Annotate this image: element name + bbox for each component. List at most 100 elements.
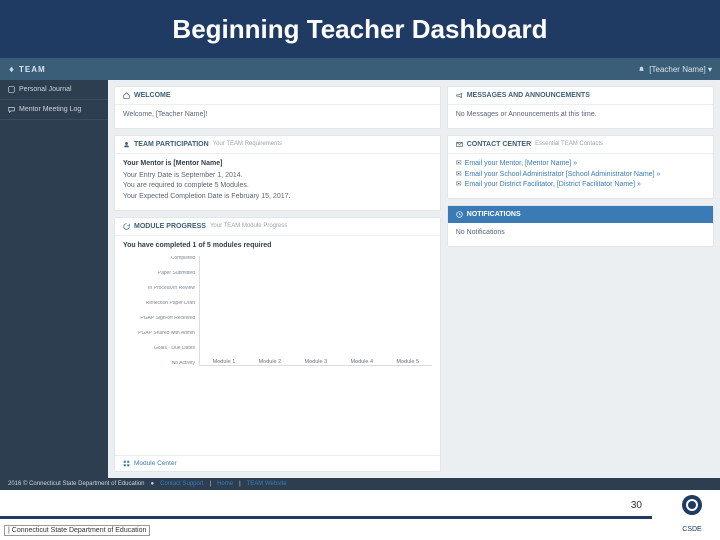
module-center-text: Module Center <box>134 460 177 467</box>
sidebar-item-label: Mentor Meeting Log <box>19 106 81 113</box>
participation-line: Your Entry Date is September 1, 2014. <box>123 172 432 181</box>
progress-chart: Completed Paper Submitted In Process/In Re… <box>123 254 432 366</box>
grid-icon <box>123 460 130 467</box>
messages-body: No Messages or Announcements at this tim… <box>448 105 713 128</box>
mail-icon: ✉ <box>456 160 463 167</box>
participation-line: Your Expected Completion Date is Februar… <box>123 193 432 202</box>
welcome-header: WELCOME <box>115 87 440 105</box>
contact-header: CONTACT CENTER Essential TEAM Contacts <box>448 136 713 154</box>
chart-bar-wrap: Module 5 <box>388 357 428 365</box>
participation-line: You are required to complete 5 Modules. <box>123 182 432 191</box>
participation-panel: TEAM PARTICIPATION Your TEAM Requirement… <box>114 135 441 211</box>
notifications-panel: NOTIFICATIONS No Notifications <box>447 205 714 247</box>
chart-y-labels: Completed Paper Submitted In Process/In Re… <box>123 256 195 366</box>
chart-bar-wrap: Module 1 <box>204 357 244 365</box>
accent-line <box>0 516 652 519</box>
refresh-icon <box>123 223 130 230</box>
main-content: WELCOME Welcome, [Teacher Name]! TEAM PA… <box>108 80 720 478</box>
envelope-icon <box>456 141 463 148</box>
module-center-link[interactable]: Module Center <box>115 455 440 471</box>
slide-title: Beginning Teacher Dashboard <box>172 14 547 45</box>
chart-y-label: Paper Submitted <box>123 271 195 276</box>
chart-bar-wrap: Module 4 <box>342 357 382 365</box>
mail-icon: ✉ <box>456 181 463 188</box>
participation-body: Your Mentor is [Mentor Name] Your Entry … <box>115 154 440 210</box>
user-menu[interactable]: [Teacher Name] ▾ <box>638 65 712 74</box>
comment-icon <box>8 106 15 113</box>
slide-title-bar: Beginning Teacher Dashboard <box>0 0 720 58</box>
progress-body: You have completed 1 of 5 modules requir… <box>115 236 440 455</box>
participation-subtitle: Your TEAM Requirements <box>213 141 282 147</box>
messages-title: MESSAGES AND ANNOUNCEMENTS <box>467 92 590 99</box>
contact-link[interactable]: Email your School Administrator [School … <box>465 171 661 178</box>
contact-title: CONTACT CENTER <box>467 141 531 148</box>
slide-footer: 30 CSDE | Connecticut State Department o… <box>0 490 720 540</box>
footer-copyright: 2016 © Connecticut State Department of E… <box>8 481 145 487</box>
book-icon <box>8 86 15 93</box>
notifications-header: NOTIFICATIONS <box>448 206 713 223</box>
contact-link[interactable]: Email your District Facilitator, [Distri… <box>465 181 641 188</box>
messages-header: MESSAGES AND ANNOUNCEMENTS <box>448 87 713 105</box>
sidebar-item-journal[interactable]: Personal Journal <box>0 80 108 100</box>
bell-icon[interactable] <box>638 66 645 73</box>
chart-y-label: Goals · Due Dates <box>123 346 195 351</box>
sidebar-item-mentor-log[interactable]: Mentor Meeting Log <box>0 100 108 120</box>
clock-icon <box>456 211 463 218</box>
contact-panel: CONTACT CENTER Essential TEAM Contacts ✉… <box>447 135 714 199</box>
layout: Personal Journal Mentor Meeting Log WELC… <box>0 80 720 478</box>
app-footer: 2016 © Connecticut State Department of E… <box>0 478 720 490</box>
page-number: 30 <box>631 500 642 511</box>
progress-panel: MODULE PROGRESS Your TEAM Module Progres… <box>114 217 441 472</box>
progress-header: MODULE PROGRESS Your TEAM Module Progres… <box>115 218 440 236</box>
contact-body: ✉ Email your Mentor, [Mentor Name] » ✉ E… <box>448 154 713 198</box>
chart-y-label: Reflection Paper Draft <box>123 301 195 306</box>
notifications-body: No Notifications <box>448 223 713 246</box>
sidebar-item-label: Personal Journal <box>19 86 72 93</box>
brand-text: TEAM <box>19 65 46 74</box>
chart-bars: Module 1 Module 2 Module 3 Module 4 Module 5 <box>199 256 432 366</box>
chart-y-label: In Process/In Review <box>123 286 195 291</box>
participation-lead: Your Mentor is [Mentor Name] <box>123 160 432 169</box>
messages-text: No Messages or Announcements at this tim… <box>456 111 705 120</box>
progress-title: MODULE PROGRESS <box>134 223 206 230</box>
chart-bar-wrap: Module 2 <box>250 357 290 365</box>
notifications-title: NOTIFICATIONS <box>467 211 521 218</box>
chart-y-label: PGAP Shared with Admin <box>123 331 195 336</box>
progress-lead: You have completed 1 of 5 modules requir… <box>123 242 432 251</box>
user-name: [Teacher Name] ▾ <box>649 65 712 74</box>
participation-title: TEAM PARTICIPATION <box>134 141 209 148</box>
user-icon <box>123 141 130 148</box>
chart-bar-label: Module 2 <box>259 359 282 365</box>
chart-bar-label: Module 3 <box>305 359 328 365</box>
chart-y-label: PGAP Sign-off Received <box>123 316 195 321</box>
chart-bar-label: Module 4 <box>350 359 373 365</box>
participation-header: TEAM PARTICIPATION Your TEAM Requirement… <box>115 136 440 154</box>
welcome-body: Welcome, [Teacher Name]! <box>115 105 440 128</box>
mail-icon: ✉ <box>456 171 463 178</box>
contact-link[interactable]: Email your Mentor, [Mentor Name] » <box>465 160 577 167</box>
announce-icon <box>456 92 463 99</box>
left-column: WELCOME Welcome, [Teacher Name]! TEAM PA… <box>114 86 441 472</box>
welcome-text: Welcome, [Teacher Name]! <box>123 111 432 120</box>
footer-link-team[interactable]: TEAM Website <box>247 481 287 487</box>
welcome-title: WELCOME <box>134 92 171 99</box>
app-topbar: TEAM [Teacher Name] ▾ <box>0 58 720 80</box>
brand[interactable]: TEAM <box>8 65 46 74</box>
right-column: MESSAGES AND ANNOUNCEMENTS No Messages o… <box>447 86 714 472</box>
messages-panel: MESSAGES AND ANNOUNCEMENTS No Messages o… <box>447 86 714 129</box>
chart-bar-label: Module 1 <box>213 359 236 365</box>
welcome-panel: WELCOME Welcome, [Teacher Name]! <box>114 86 441 129</box>
notifications-text: No Notifications <box>456 229 705 238</box>
home-icon <box>123 92 130 99</box>
progress-subtitle: Your TEAM Module Progress <box>210 223 287 229</box>
csde-logo: CSDE <box>672 492 712 533</box>
chart-y-label: No Activity <box>123 361 195 366</box>
department-label: | Connecticut State Department of Educat… <box>4 525 150 536</box>
footer-link-support[interactable]: Contact Support <box>160 481 203 487</box>
chart-bar-label: Module 5 <box>396 359 419 365</box>
chart-y-label: Completed <box>123 256 195 261</box>
chart-bar-wrap: Module 3 <box>296 357 336 365</box>
footer-link-home[interactable]: Home <box>217 481 233 487</box>
sidebar: Personal Journal Mentor Meeting Log <box>0 80 108 478</box>
dashboard-app: TEAM [Teacher Name] ▾ Personal Journal M… <box>0 58 720 490</box>
